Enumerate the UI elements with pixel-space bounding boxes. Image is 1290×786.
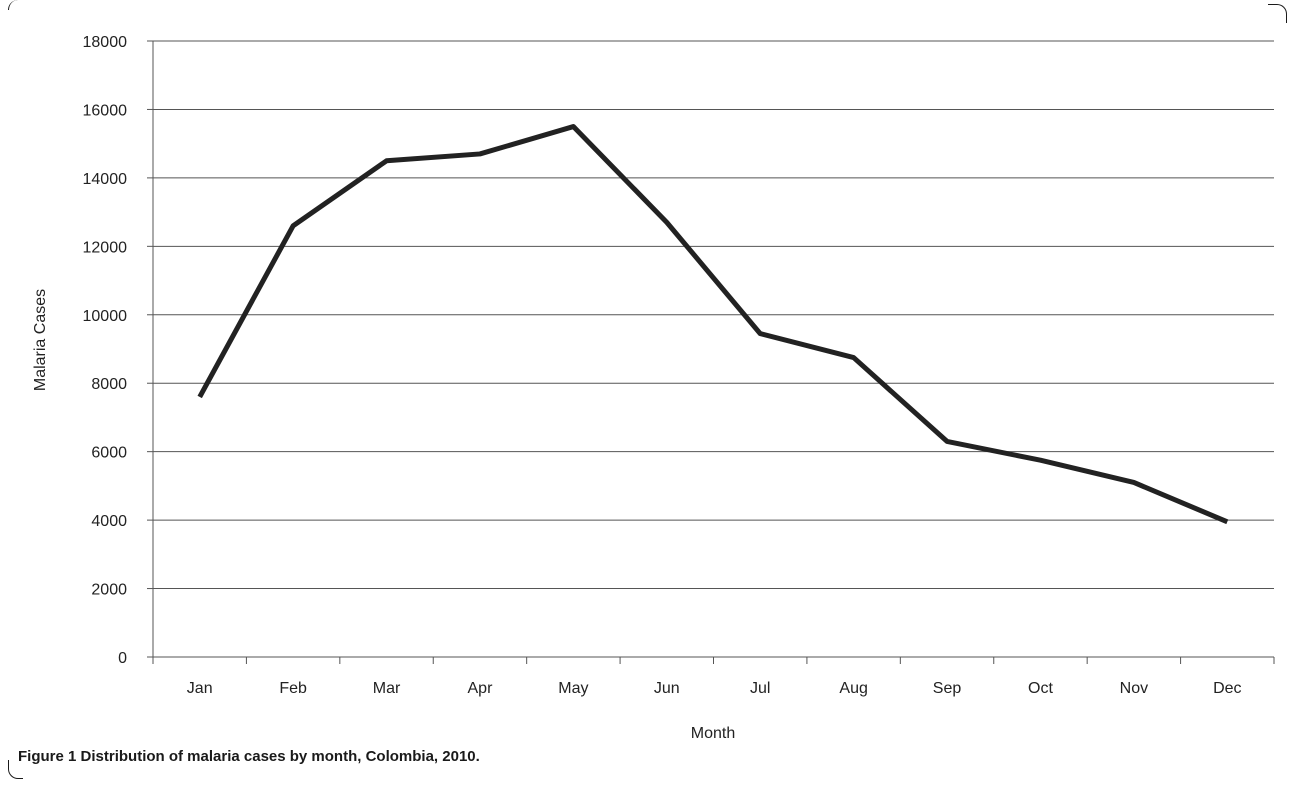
x-tick-label: Jan	[187, 680, 213, 697]
y-axis-title: Malaria Cases	[32, 289, 49, 391]
y-tick-label: 10000	[83, 308, 128, 325]
x-tick-label: Dec	[1213, 680, 1241, 697]
y-tick-label: 12000	[83, 239, 128, 256]
y-tick-label: 14000	[83, 171, 128, 188]
y-tick-label: 6000	[91, 445, 127, 462]
figure-caption-label: Figure 1	[18, 748, 77, 765]
x-tick-label: Nov	[1120, 680, 1148, 697]
y-tick-label: 2000	[91, 582, 127, 599]
x-tick-label: Mar	[373, 680, 401, 697]
x-tick-label: Jul	[750, 680, 770, 697]
x-tick-label: Oct	[1028, 680, 1053, 697]
series-line	[197, 124, 1229, 525]
figure-caption: Figure 1 Distribution of malaria cases b…	[18, 748, 480, 765]
x-tick-label: Feb	[279, 680, 307, 697]
y-tick-labels: 0 2000 4000 6000 8000 10000 12000 14000 16000 180…	[83, 34, 128, 667]
x-tick-label: Sep	[933, 680, 962, 697]
series	[197, 124, 1229, 525]
y-tick-label: 18000	[83, 34, 128, 51]
figure-caption-text: Distribution of malaria cases by month, …	[80, 748, 480, 765]
x-axis-title: Month	[691, 725, 735, 742]
y-tick-label: 8000	[91, 376, 127, 393]
figure-border-bottom	[8, 760, 23, 779]
y-tick-label: 4000	[91, 513, 127, 530]
x-tick-label: Aug	[839, 680, 867, 697]
x-tick-label: Apr	[468, 680, 494, 697]
axes	[147, 40, 1275, 664]
x-tick-labels: Jan Feb Mar Apr May Jun Jul Aug Sep Oct Nov Dec	[187, 680, 1242, 697]
x-tick-label: Jun	[654, 680, 680, 697]
figure-border-corner	[1268, 4, 1287, 23]
y-tick-label: 0	[118, 650, 127, 667]
gridlines	[153, 40, 1274, 590]
figure-border-top	[8, 0, 1290, 10]
y-tick-label: 16000	[83, 102, 128, 119]
x-tick-label: May	[558, 680, 588, 697]
